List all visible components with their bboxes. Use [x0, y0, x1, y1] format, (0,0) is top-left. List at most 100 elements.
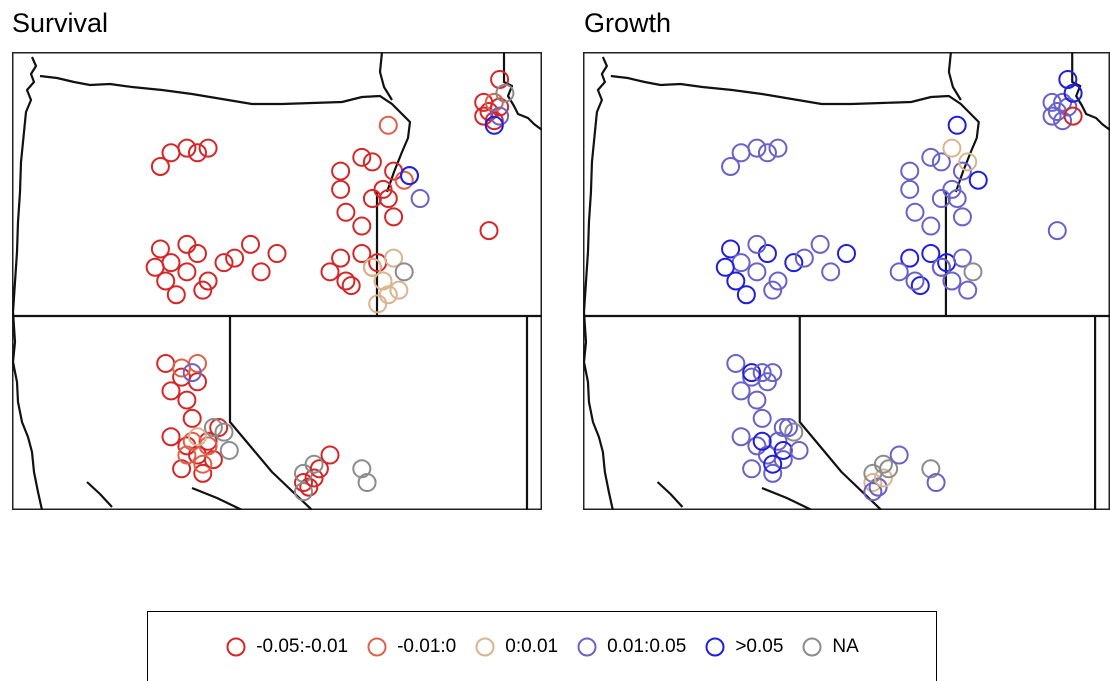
growth-site-marker: [773, 440, 793, 460]
growth-site-marker: [1058, 97, 1078, 117]
growth-site-marker: [873, 468, 893, 488]
legend-item: -0.05:-0.01: [225, 636, 348, 658]
growth-site-marker: [879, 459, 899, 479]
growth-site-marker: [905, 202, 925, 222]
survival-site-marker: [182, 408, 202, 428]
survival-site-marker: [188, 427, 207, 447]
survival-site-marker: [225, 248, 245, 268]
survival-site-marker: [336, 202, 356, 222]
survival-site-marker: [219, 440, 239, 460]
growth-site-marker: [752, 363, 772, 383]
survival-panel-title: Survival: [12, 8, 109, 38]
legend-row: -0.05:-0.01 -0.01:0 0:0.01 0.01:0.05 >0.05 NA: [148, 630, 936, 664]
survival-coastline: [12, 56, 44, 510]
growth-site-marker: [721, 157, 741, 176]
survival-site-marker: [479, 102, 499, 122]
legend-item: 0:0.01: [474, 636, 558, 658]
legend-swatch: [367, 637, 387, 657]
legend-swatch-circle: [705, 637, 725, 657]
growth-site-marker: [942, 271, 962, 291]
growth-site-marker: [747, 436, 767, 456]
growth-panel-title: Growth: [584, 8, 672, 38]
growth-site-marker: [779, 418, 799, 438]
growth-site-marker: [742, 459, 762, 479]
legend-item: -0.01:0: [366, 636, 456, 658]
survival-site-marker: [177, 262, 197, 282]
legend-swatch-circle: [226, 637, 246, 657]
growth-site-marker: [757, 244, 777, 264]
survival-site-marker: [203, 450, 223, 470]
legend-swatch-circle: [367, 637, 387, 657]
growth-site-marker: [784, 422, 804, 442]
growth-site-marker: [900, 248, 920, 268]
survival-site-marker: [214, 422, 234, 442]
survival-site-marker: [378, 189, 398, 209]
growth-site-marker: [1063, 106, 1083, 126]
growth-site-marker: [921, 459, 941, 479]
growth-site-marker: [942, 179, 962, 199]
growth-site-marker: [747, 262, 767, 282]
growth-map-frame: [583, 52, 1110, 510]
survival-site-marker: [484, 111, 504, 131]
survival-site-marker: [373, 271, 393, 291]
legend-label: -0.01:0: [397, 636, 457, 657]
survival-site-marker: [384, 207, 404, 227]
growth-site-marker: [773, 418, 793, 438]
survival-site-marker: [378, 115, 398, 135]
growth-site-marker: [1042, 106, 1062, 126]
survival-site-marker: [294, 473, 313, 493]
growth-site-marker: [757, 372, 777, 392]
survival-site-marker: [182, 363, 202, 383]
survival-site-marker: [304, 454, 324, 474]
legend-label: 0:0.01: [505, 636, 559, 657]
survival-east-ridge: [378, 52, 393, 101]
growth-site-marker: [931, 189, 951, 209]
survival-site-marker: [188, 244, 207, 264]
legend-swatch: [475, 637, 495, 657]
survival-site-marker: [484, 115, 504, 135]
growth-site-marker: [1047, 221, 1067, 241]
survival-site-marker: [331, 179, 351, 199]
survival-basemap: [12, 52, 542, 510]
growth-site-marker: [810, 234, 830, 254]
survival-site-marker: [161, 427, 181, 447]
survival-site-marker: [188, 372, 207, 392]
survival-map-frame: [12, 52, 542, 510]
growth-site-marker: [952, 248, 972, 268]
growth-site-marker: [958, 152, 978, 172]
growth-site-marker: [747, 138, 767, 158]
growth-site-marker: [726, 353, 746, 373]
growth-site-marker: [952, 207, 972, 227]
survival-site-marker: [161, 381, 181, 401]
survival-site-marker: [362, 152, 382, 172]
growth-site-marker: [731, 143, 751, 163]
growth-nevada-west-border: [798, 316, 883, 510]
growth-site-marker: [721, 239, 741, 259]
survival-id-wa-border: [502, 52, 542, 131]
survival-site-marker: [203, 418, 223, 438]
survival-site-marker: [156, 271, 176, 291]
survival-site-marker: [394, 262, 414, 282]
survival-site-marker: [172, 358, 192, 378]
growth-site-marker: [747, 234, 767, 254]
growth-site-marker: [763, 463, 783, 483]
survival-map-canvas: [12, 52, 542, 510]
growth-site-marker: [794, 248, 814, 268]
survival-map: [12, 52, 542, 510]
growth-site-marker: [837, 244, 856, 264]
survival-klamath-ridge: [86, 481, 113, 508]
survival-site-marker: [341, 276, 361, 296]
growth-site-marker: [926, 473, 946, 493]
growth-site-marker: [763, 454, 783, 474]
growth-site-marker: [773, 450, 793, 470]
growth-site-marker: [763, 363, 783, 383]
survival-site-marker: [331, 248, 351, 268]
growth-site-marker: [736, 285, 756, 305]
growth-site-marker: [752, 431, 772, 451]
survival-site-marker: [410, 189, 430, 209]
survival-site-marker: [156, 353, 176, 373]
survival-site-marker: [241, 234, 260, 254]
survival-site-marker: [320, 445, 340, 465]
growth-site-marker: [889, 445, 909, 465]
survival-site-marker: [352, 459, 372, 479]
